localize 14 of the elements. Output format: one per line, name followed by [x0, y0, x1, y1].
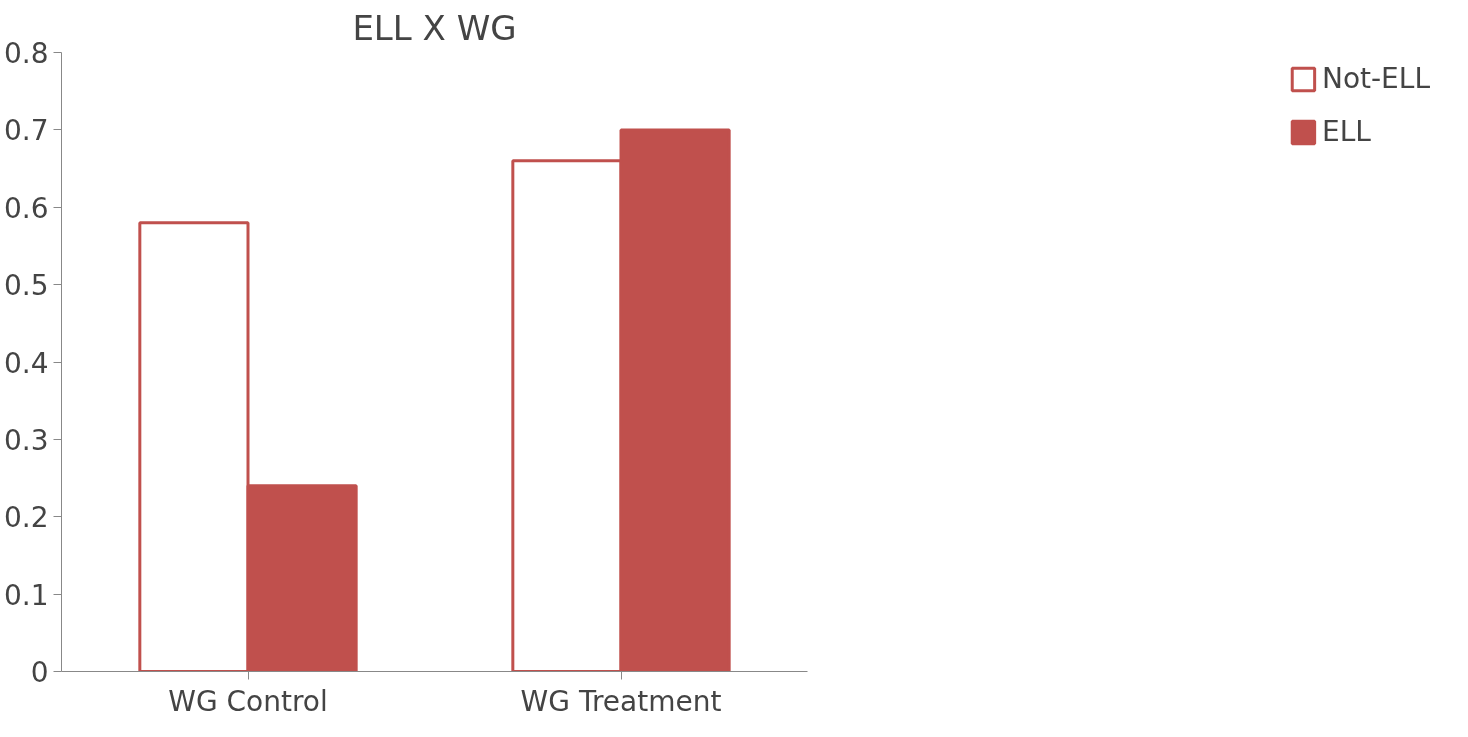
y-tick-label: 0.4 [3, 346, 49, 380]
chart-title: ELL X WG [352, 7, 517, 48]
legend-label: ELL [1321, 115, 1371, 148]
y-tick-label: 0.6 [3, 191, 49, 225]
y-tick-label: 0 [30, 656, 49, 689]
y-tick-label: 0.8 [3, 37, 49, 70]
y-tick-label: 0.2 [3, 501, 49, 535]
legend-label: Not-ELL [1321, 62, 1430, 95]
y-tick-label: 0.1 [3, 578, 49, 612]
x-tick-label: WG Treatment [520, 684, 722, 718]
y-tick-label: 0.7 [3, 114, 49, 148]
y-tick-label: 0.3 [3, 423, 49, 457]
x-tick-label: WG Control [168, 684, 328, 718]
y-tick-label: 0.5 [3, 269, 49, 303]
